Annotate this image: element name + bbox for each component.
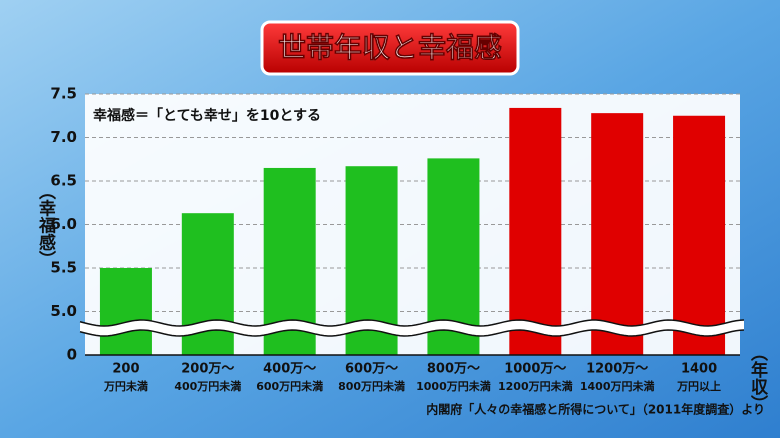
x-tick-label: 1200万～	[586, 362, 648, 377]
x-tick-label: 万円未満	[103, 379, 148, 393]
title-box	[260, 20, 520, 76]
annotation: 幸福感＝「とても幸せ」を10とする	[93, 107, 321, 124]
x-tick-label: 400万円未満	[174, 379, 241, 393]
x-tick-label: 1000万～	[504, 362, 566, 377]
y-tick-label: 6.5	[50, 172, 77, 190]
y-tick-label: 7.5	[50, 85, 77, 103]
y-tick-label: 0	[67, 346, 77, 364]
x-tick-label: 200万～	[181, 362, 234, 377]
axis-break-edge	[79, 329, 745, 337]
x-tick-label: 1200万円未満	[498, 379, 573, 393]
bar	[673, 115, 726, 355]
x-tick-label: 1000万円未満	[416, 379, 491, 393]
bar	[591, 113, 644, 355]
x-axis-label: （年収）	[747, 344, 768, 412]
bar	[509, 107, 562, 355]
y-tick-label: 7.0	[50, 128, 77, 146]
y-tick-label: 6.0	[50, 215, 77, 233]
y-tick-label: 5.5	[50, 259, 77, 277]
marks: 0 5.0 5.5 6.0 6.5 7.0 7.5 200 万円未満 200万～ 400万円未満 40…	[50, 85, 745, 393]
x-tick-label: 600万円未満	[256, 379, 323, 393]
x-tick-label: 万円以上	[676, 379, 721, 393]
x-tick-label: 1400万円未満	[580, 379, 655, 393]
x-tick-label: 800万～	[427, 362, 480, 377]
source: 内閣府「人々の幸福感と所得について」（2011年度調査）より	[426, 402, 765, 417]
y-axis-label: （幸福感）	[35, 183, 57, 268]
x-tick-label: 600万～	[345, 362, 398, 377]
axis-break-edge	[79, 319, 745, 327]
bar	[99, 268, 152, 355]
x-tick-label: 400万～	[263, 362, 316, 377]
x-tick-label: 800万円未満	[338, 379, 405, 393]
x-tick-label: 200	[112, 362, 139, 377]
y-tick-label: 5.0	[50, 302, 77, 320]
x-tick-label: 1400	[681, 362, 717, 377]
chart-title: 世帯年収と幸福感	[278, 31, 502, 64]
